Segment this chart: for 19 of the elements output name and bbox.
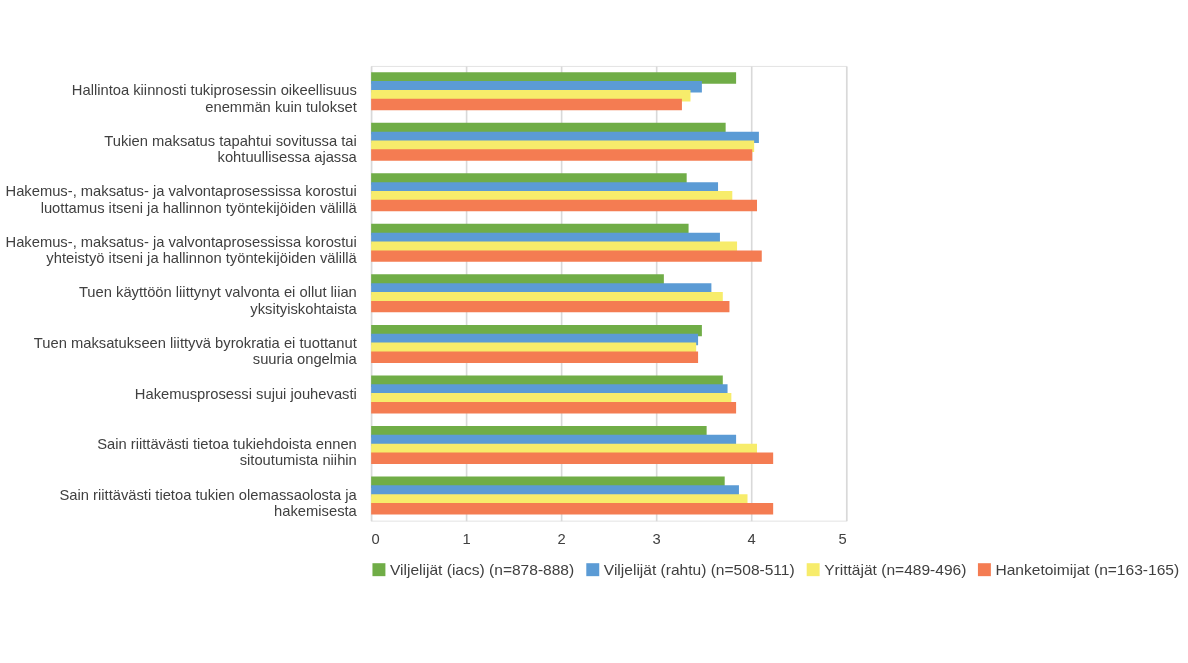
y-tick-label: Tukien maksatus tapahtui sovitussa tai kohtuullisessa ajassa: [104, 132, 358, 166]
y-tick-label: Hallintoa kiinnosti tukiprosessin oikeellisuus enemmän kuin tulokset: [71, 82, 357, 115]
y-tick-label: Tuen maksatukseen liittyvä byrokratia ei tuottanut suuria ongelmia: [33, 334, 358, 368]
y-tick-label: Hakemus-, maksatus- ja valvontaprosessissa korostui yhteistyö itseni ja hallinnon työntekijöiden välillä: [5, 233, 358, 267]
y-tick-label: Hakemus-, maksatus- ja valvontaprosessissa korostui luottamus itseni ja hallinnon työntekijöiden välillä: [5, 183, 358, 216]
x-tick-label: 0: [371, 531, 380, 548]
y-tick-label: Hakemusprosessi sujui jouhevasti: [134, 385, 357, 402]
legend-label: Yrittäjät (n=489-496): [824, 560, 967, 578]
x-tick-label: 3: [652, 531, 661, 548]
x-tick-label: 4: [747, 531, 756, 548]
legend-label: Viljelijät (rahtu) (n=508-511): [603, 560, 795, 578]
legend-label: Hanketoimijat (n=163-165): [995, 560, 1180, 578]
y-tick-label: Sain riittävästi tietoa tukiehdoista ennen sitoutumista niihin: [97, 436, 357, 469]
y-tick-label: Tuen käyttöön liittynyt valvonta ei ollut liian yksityiskohtaista: [78, 284, 358, 317]
x-tick-label: 2: [557, 531, 566, 548]
y-tick-label: Sain riittävästi tietoa tukien olemassaolosta ja hakemisesta: [59, 486, 358, 519]
legend-label: Viljelijät (iacs) (n=878-888): [389, 560, 575, 578]
x-tick-label: 1: [462, 531, 471, 548]
x-tick-label: 5: [838, 531, 847, 548]
